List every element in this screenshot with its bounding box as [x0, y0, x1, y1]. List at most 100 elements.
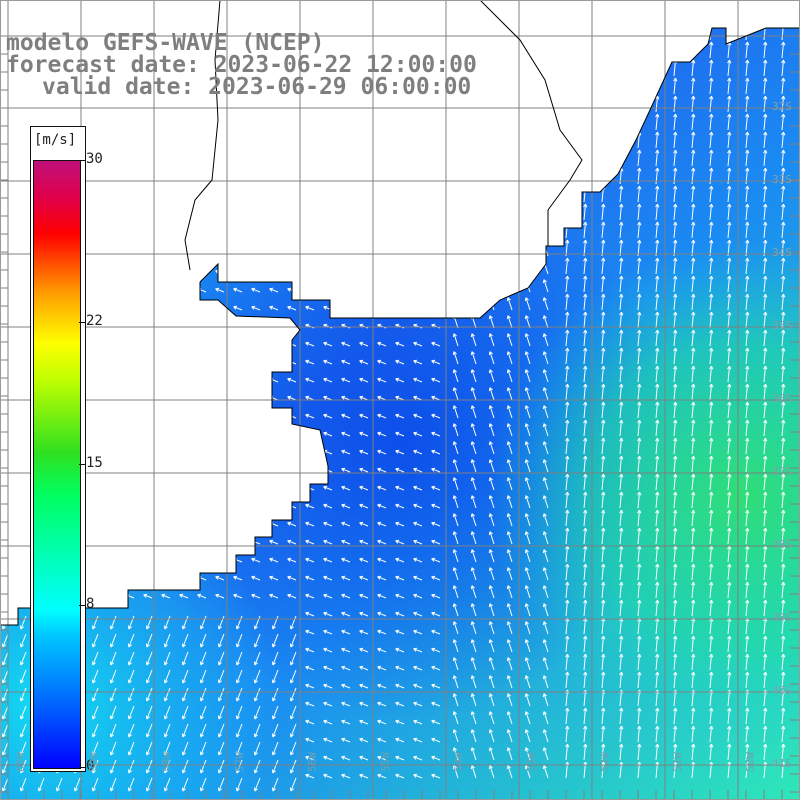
- wind-arrow: [655, 131, 660, 149]
- wind-arrow: [395, 377, 405, 383]
- wind-arrow: [359, 629, 369, 635]
- wind-arrow: [323, 503, 333, 509]
- wind-arrow: [359, 359, 369, 365]
- wind-arrow: [637, 671, 642, 689]
- wind-arrow: [289, 687, 297, 702]
- wind-arrow: [289, 723, 297, 738]
- wind-arrow: [109, 615, 117, 630]
- wind-arrow: [542, 297, 549, 311]
- wind-arrow: [506, 441, 513, 455]
- wind-arrow: [691, 419, 696, 437]
- wind-arrow: [431, 395, 441, 401]
- wind-arrow: [413, 359, 423, 365]
- wind-arrow: [431, 647, 441, 653]
- wind-arrow: [470, 405, 477, 419]
- wind-arrow: [235, 633, 243, 648]
- wind-arrow: [217, 705, 225, 720]
- wind-arrow: [745, 581, 750, 599]
- wind-arrow: [619, 311, 624, 329]
- wind-arrow: [727, 545, 732, 563]
- wind-arrow: [413, 413, 423, 419]
- wind-arrow: [217, 723, 225, 738]
- wind-arrow: [1, 759, 9, 774]
- wind-arrow: [359, 683, 369, 689]
- wind-arrow: [763, 28, 767, 41]
- wind-arrow: [359, 503, 369, 509]
- wind-arrow: [413, 719, 423, 725]
- wind-arrow: [524, 513, 531, 527]
- wind-arrow: [655, 275, 660, 293]
- wind-arrow: [655, 257, 660, 275]
- wind-arrow: [763, 419, 768, 437]
- wind-arrow: [727, 401, 732, 419]
- wind-arrow: [727, 455, 732, 473]
- wind-arrow: [619, 599, 624, 617]
- wind-arrow: [377, 557, 387, 563]
- wind-arrow: [341, 665, 351, 671]
- wind-arrow: [395, 719, 405, 725]
- wind-arrow: [91, 687, 99, 702]
- wind-arrow: [781, 113, 786, 131]
- wind-arrow: [781, 293, 786, 311]
- wind-arrow: [583, 383, 588, 401]
- wind-arrow: [323, 413, 333, 419]
- wind-arrow: [395, 611, 405, 617]
- wind-arrow: [691, 95, 696, 113]
- wind-arrow: [377, 395, 387, 401]
- wind-arrow: [413, 377, 423, 383]
- wind-arrow: [691, 509, 696, 527]
- wind-arrow: [691, 131, 696, 149]
- wind-arrow: [305, 377, 315, 383]
- wind-arrow: [709, 725, 714, 743]
- wind-arrow: [127, 741, 135, 756]
- wind-arrow: [127, 669, 135, 684]
- wind-arrow: [199, 633, 207, 648]
- wind-arrow: [19, 615, 27, 630]
- wind-arrow: [745, 113, 750, 131]
- wind-arrow: [1, 633, 9, 648]
- wind-arrow: [583, 545, 588, 563]
- wind-arrow: [709, 509, 714, 527]
- colorbar-tick-label: 8: [86, 596, 95, 613]
- wind-arrow: [289, 705, 297, 720]
- wind-arrow: [745, 275, 750, 293]
- wind-arrow: [637, 707, 642, 725]
- wind-arrow: [763, 401, 768, 419]
- wind-arrow: [727, 491, 732, 509]
- wind-arrow: [217, 669, 225, 684]
- wind-arrow: [781, 707, 786, 725]
- wind-arrow: [781, 329, 786, 347]
- wind-arrow: [287, 575, 297, 581]
- wind-arrow: [709, 491, 714, 509]
- wind-arrow: [727, 707, 732, 725]
- latitude-label: 34S: [772, 246, 792, 259]
- wind-arrow: [601, 509, 606, 527]
- wind-arrow: [413, 341, 423, 347]
- wind-arrow: [269, 593, 279, 599]
- wind-arrow: [619, 185, 624, 203]
- wind-arrow: [431, 467, 441, 473]
- wind-arrow: [673, 239, 678, 257]
- wind-arrow: [709, 581, 714, 599]
- wind-arrow: [727, 383, 732, 401]
- wind-arrow: [583, 725, 588, 743]
- wind-arrow: [763, 221, 768, 239]
- wind-arrow: [524, 459, 531, 473]
- wind-arrow: [413, 611, 423, 617]
- wind-arrow: [235, 687, 243, 702]
- wind-arrow: [488, 621, 495, 635]
- wind-arrow: [583, 437, 588, 455]
- wind-arrow: [727, 581, 732, 599]
- wind-arrow: [395, 647, 405, 653]
- latitude-label: 38S: [772, 538, 792, 551]
- wind-arrow: [763, 599, 768, 617]
- wind-arrow: [431, 575, 441, 581]
- wind-arrow: [565, 275, 570, 293]
- wind-arrow: [470, 675, 477, 689]
- wind-arrow: [673, 347, 678, 365]
- wind-arrow: [452, 693, 459, 707]
- wind-arrow: [655, 149, 660, 167]
- wind-arrow: [1, 651, 9, 666]
- wind-arrow: [287, 557, 297, 563]
